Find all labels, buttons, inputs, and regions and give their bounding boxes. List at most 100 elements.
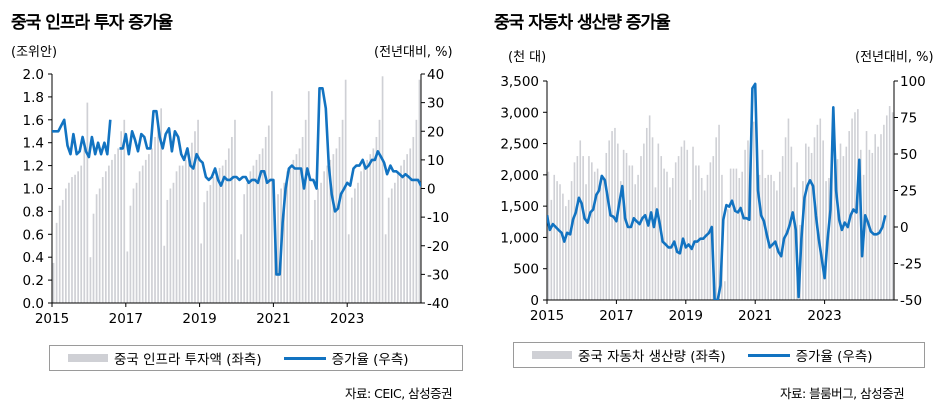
bar xyxy=(246,182,249,303)
bar xyxy=(169,188,172,303)
left-axis-unit: (천 대) xyxy=(508,50,547,65)
bar xyxy=(415,119,418,303)
bar xyxy=(320,182,322,303)
bar xyxy=(695,165,697,300)
x-tick-label: 2019 xyxy=(669,308,703,324)
bar xyxy=(547,171,550,300)
bar xyxy=(129,205,132,303)
bar xyxy=(277,194,279,303)
bar xyxy=(335,148,338,303)
right-axis-unit: (전년대비, %) xyxy=(374,45,453,60)
bar xyxy=(350,197,353,303)
bar xyxy=(550,199,553,300)
left-tick-label: 2,000 xyxy=(500,168,539,184)
legend-line-swatch xyxy=(747,353,790,357)
bar xyxy=(264,136,267,303)
bar xyxy=(52,262,55,303)
bar xyxy=(732,168,735,300)
bar xyxy=(883,124,885,300)
bar xyxy=(784,137,787,300)
bar xyxy=(154,136,156,303)
growth-line xyxy=(547,82,887,300)
bar xyxy=(750,127,752,300)
bar xyxy=(822,140,824,300)
bar xyxy=(689,199,691,300)
bar xyxy=(369,154,372,303)
legend-bar-swatch xyxy=(68,354,108,362)
bar xyxy=(591,162,593,300)
right-tick-label: -40 xyxy=(427,296,449,312)
bar xyxy=(744,149,746,300)
bar xyxy=(249,171,252,303)
bar xyxy=(394,182,396,303)
bar xyxy=(562,193,564,300)
bar xyxy=(585,184,587,300)
bar xyxy=(243,194,246,303)
bar xyxy=(126,251,129,303)
bar xyxy=(764,177,767,300)
bar xyxy=(666,171,668,300)
bar xyxy=(755,149,758,300)
left-tick-label: 1,000 xyxy=(500,230,539,246)
bar xyxy=(403,159,405,303)
bar xyxy=(724,281,726,300)
source-note: 자료: CEIC, 삼성증권 xyxy=(345,386,453,401)
bar xyxy=(114,154,116,303)
chart-plot: 2.01.81.61.41.21.00.80.60.40.20.04030201… xyxy=(23,67,450,327)
right-tick-label: -20 xyxy=(427,239,449,255)
bar xyxy=(409,148,412,303)
bar xyxy=(813,137,816,300)
bar xyxy=(570,181,573,300)
right-tick-label: 20 xyxy=(427,124,444,140)
bar xyxy=(556,181,558,300)
bar xyxy=(634,184,636,300)
bar xyxy=(135,182,138,303)
right-tick-label: 40 xyxy=(427,67,444,83)
bar xyxy=(341,119,344,303)
bar xyxy=(221,165,224,303)
bar xyxy=(891,112,894,301)
bar xyxy=(622,149,625,300)
line-series-group xyxy=(547,82,887,300)
bar xyxy=(819,118,822,300)
bar xyxy=(406,154,409,303)
bar xyxy=(669,187,671,300)
x-tick-label: 2021 xyxy=(256,311,290,327)
bar xyxy=(58,205,61,303)
bar xyxy=(880,134,882,300)
bar xyxy=(283,182,286,303)
bar xyxy=(117,148,119,303)
bar xyxy=(317,188,319,303)
right-tick-label: 10 xyxy=(427,153,444,169)
bar xyxy=(212,177,215,303)
bar xyxy=(617,143,619,300)
left-tick-label: 0 xyxy=(530,293,539,309)
bar xyxy=(654,187,657,300)
x-tick-label: 2023 xyxy=(807,308,841,324)
bar xyxy=(686,149,689,300)
bar xyxy=(637,174,639,300)
bar xyxy=(663,168,665,300)
left-tick-label: 1.4 xyxy=(23,136,44,152)
left-tick-label: 1,500 xyxy=(500,199,539,215)
left-tick-label: 0.8 xyxy=(23,204,44,220)
bar xyxy=(871,152,874,300)
bar xyxy=(144,159,147,303)
left-tick-label: 2,500 xyxy=(500,137,539,153)
left-tick-label: 0.4 xyxy=(23,250,44,266)
bar xyxy=(833,165,836,300)
bar xyxy=(111,159,113,303)
bar xyxy=(816,124,819,300)
bar xyxy=(387,197,390,303)
bar xyxy=(599,187,602,300)
bar xyxy=(831,140,833,300)
bar xyxy=(645,127,648,300)
bar xyxy=(805,143,807,300)
bar xyxy=(209,185,212,303)
bar xyxy=(718,124,720,300)
bar xyxy=(172,182,175,303)
growth-line xyxy=(119,87,421,276)
bar xyxy=(418,79,421,303)
right-tick-label: 30 xyxy=(427,96,444,112)
bar xyxy=(888,106,891,301)
